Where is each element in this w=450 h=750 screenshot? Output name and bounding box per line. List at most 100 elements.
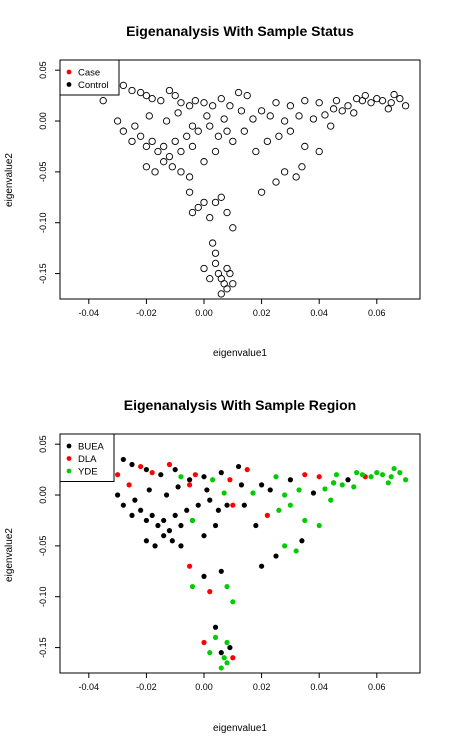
data-point-buea (115, 492, 121, 498)
legend-label: BUEA (78, 442, 105, 453)
data-point-dla (302, 472, 308, 478)
x-tick-label: 0.04 (310, 682, 328, 692)
y-tick-label: 0.00 (38, 112, 48, 130)
data-point-dla (201, 639, 207, 646)
data-point (223, 208, 231, 217)
data-point-buea (152, 543, 158, 549)
data-point (208, 239, 217, 247)
data-point-buea (299, 538, 305, 544)
data-point-yde (331, 480, 337, 486)
y-tick-label: -0.15 (38, 637, 48, 658)
data-point (223, 285, 231, 293)
data-point-dla (227, 477, 233, 483)
y-axis: 0.05 0.00 -0.05 -0.10 -0.15 (38, 61, 61, 284)
data-point-dla (166, 461, 173, 468)
data-point-buea (195, 502, 201, 508)
data-point-yde (282, 543, 288, 549)
data-point-buea (253, 522, 259, 529)
data-point (160, 158, 168, 166)
data-point (185, 173, 194, 181)
data-point (142, 142, 151, 151)
data-point (229, 137, 237, 146)
data-point (295, 112, 303, 120)
x-tick-label: -0.02 (136, 308, 157, 318)
data-point-buea (212, 624, 219, 630)
data-point-buea (146, 487, 152, 493)
data-point-yde (224, 639, 230, 646)
data-points (109, 456, 409, 671)
data-point (249, 115, 257, 123)
data-point-buea (178, 543, 184, 549)
x-tick-label: 0.00 (195, 308, 213, 318)
x-tick-label: -0.02 (136, 682, 157, 692)
legend-marker (66, 82, 72, 87)
data-point (211, 249, 220, 257)
data-point-buea (158, 472, 164, 478)
data-point-buea (227, 644, 233, 651)
data-point-buea (201, 474, 207, 480)
data-point-yde (276, 507, 282, 513)
data-point-dla (138, 463, 144, 470)
data-point (160, 142, 168, 151)
data-point-yde (322, 486, 328, 492)
data-point-buea (345, 477, 351, 483)
chart-region: Eigenanalysis With Sample Region -0.04 -0… (4, 397, 421, 734)
data-point (171, 91, 179, 100)
data-point-buea (201, 573, 207, 579)
data-point (401, 102, 410, 110)
chart-title: Eigenanalysis With Sample Status (126, 23, 354, 39)
data-point (229, 224, 237, 232)
data-point (148, 94, 156, 103)
data-point-buea (143, 517, 149, 524)
data-point (128, 86, 136, 95)
data-point (168, 163, 176, 171)
data-point (157, 97, 165, 105)
data-points (99, 76, 410, 298)
data-point-yde (224, 583, 230, 590)
data-point-dla (207, 589, 213, 595)
data-point (332, 97, 341, 105)
data-point-dla (230, 502, 236, 508)
data-point (226, 102, 234, 110)
data-point (327, 122, 335, 130)
data-point (142, 91, 151, 100)
data-point-buea (138, 507, 144, 513)
data-point (200, 158, 208, 166)
data-point (165, 86, 174, 95)
data-point (321, 111, 329, 119)
data-point-buea (201, 533, 207, 539)
data-point-buea (212, 522, 219, 529)
data-point (315, 147, 323, 156)
data-point-yde (316, 522, 322, 529)
data-point-buea (143, 538, 149, 544)
chart-status: Eigenanalysis With Sample Status -0.04 -0… (4, 23, 421, 359)
data-point-yde (282, 492, 288, 498)
data-point (286, 102, 295, 110)
data-point-buea (287, 477, 293, 483)
data-point (315, 99, 323, 107)
data-point (174, 109, 182, 117)
data-point (378, 97, 387, 105)
data-point (229, 280, 237, 288)
y-tick-label: -0.10 (38, 212, 48, 233)
data-point (220, 115, 228, 123)
data-point-buea (163, 492, 170, 498)
data-point (185, 188, 194, 196)
data-point (171, 137, 179, 146)
data-point-yde (379, 472, 386, 478)
data-point-buea (120, 456, 126, 463)
data-point-buea (207, 497, 213, 503)
data-point-yde (403, 477, 409, 483)
data-point (191, 97, 200, 105)
data-point-buea (218, 568, 224, 574)
data-point (188, 208, 197, 217)
data-point (119, 81, 128, 90)
data-point-yde (189, 517, 196, 524)
data-point-yde (218, 665, 224, 671)
data-point-buea (259, 482, 265, 488)
x-axis-label: eigenvalue1 (213, 723, 267, 734)
data-point (352, 94, 361, 103)
data-point (252, 147, 260, 156)
data-point-buea (161, 533, 167, 539)
